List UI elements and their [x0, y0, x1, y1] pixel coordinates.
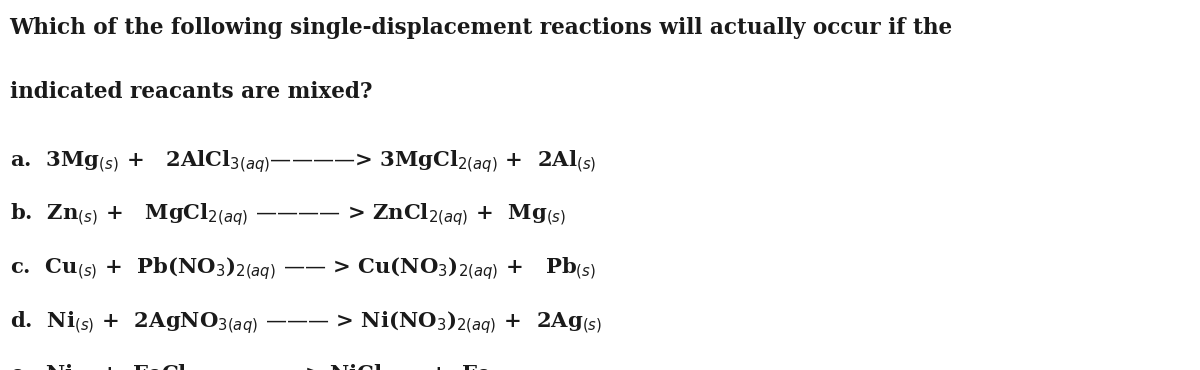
- Text: Which of the following single-displacement reactions will actually occur if the: Which of the following single-displaceme…: [10, 17, 953, 38]
- Text: c.  Cu$_{(s)}$ +  Pb(NO$_3$)$_{2(aq)}$ —— > Cu(NO$_3$)$_{2(aq)}$ +   Pb$_{(s)}$: c. Cu$_{(s)}$ + Pb(NO$_3$)$_{2(aq)}$ —— …: [10, 255, 595, 282]
- Text: b.  Zn$_{(s)}$ +   MgCl$_{2(aq)}$ ———— > ZnCl$_{2(aq)}$ +  Mg$_{(s)}$: b. Zn$_{(s)}$ + MgCl$_{2(aq)}$ ———— > Zn…: [10, 202, 565, 228]
- Text: indicated reacants are mixed?: indicated reacants are mixed?: [10, 81, 372, 103]
- Text: d.  Ni$_{(s)}$ +  2AgNO$_{3(aq)}$ ——— > Ni(NO$_3$)$_{2(aq)}$ +  2Ag$_{(s)}$: d. Ni$_{(s)}$ + 2AgNO$_{3(aq)}$ ——— > Ni…: [10, 309, 601, 336]
- Text: e.  Ni$_{(s)}$ +  FeCl$_{2(aq)}$ ——— > NiCl$_{2(aq)}$ +  Fe$_{(s)}$: e. Ni$_{(s)}$ + FeCl$_{2(aq)}$ ——— > NiC…: [10, 363, 510, 370]
- Text: a.  3Mg$_{(s)}$ +   2AlCl$_{3(aq)}$————> 3MgCl$_{2(aq)}$ +  2Al$_{(s)}$: a. 3Mg$_{(s)}$ + 2AlCl$_{3(aq)}$————> 3M…: [10, 148, 596, 175]
